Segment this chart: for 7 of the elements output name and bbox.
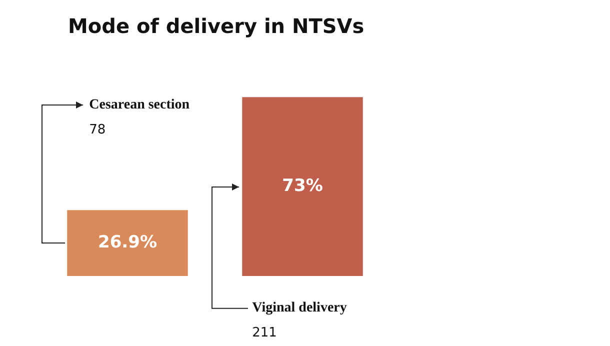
data-label: 73%	[282, 176, 323, 196]
text: 211	[252, 325, 277, 340]
x-tick-label: Viginal delivery	[252, 300, 347, 316]
data-label: 26.9%	[98, 232, 157, 252]
annotation: 78	[89, 122, 106, 138]
x-tick-label: Cesarean section	[89, 98, 190, 113]
chart-title: Mode of delivery in NTSVs	[68, 14, 364, 38]
